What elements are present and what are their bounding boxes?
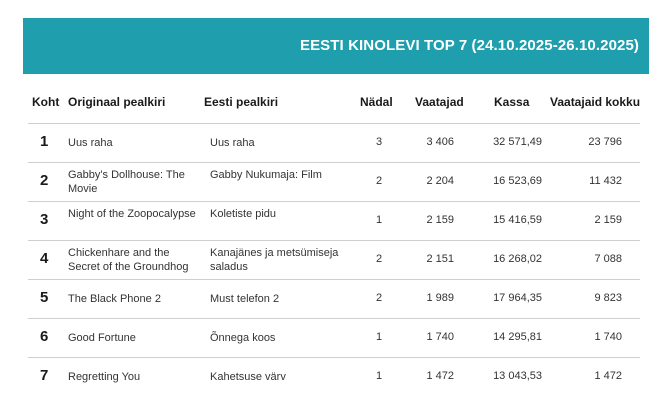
table-row: 7 Regretting You Kahetsuse värv 1 1 472 13 04…	[28, 357, 640, 396]
total-viewers-cell: 2 159	[594, 214, 622, 226]
header-original-title: Originaal pealkiri	[68, 95, 166, 109]
gross-cell: 14 295,81	[493, 331, 542, 343]
total-viewers-cell: 1 740	[594, 331, 622, 343]
viewers-cell: 1 740	[426, 331, 454, 343]
gross-cell: 17 964,35	[493, 292, 542, 304]
table-row: 5 The Black Phone 2 Must telefon 2 2 1 989 17…	[28, 279, 640, 318]
viewers-cell: 1 989	[426, 292, 454, 304]
rank-cell: 3	[40, 211, 49, 228]
original-title-cell: Chickenhare and the Secret of the Ground…	[68, 247, 189, 273]
original-title-cell: Good Fortune	[68, 332, 136, 344]
viewers-cell: 2 204	[426, 175, 454, 187]
header-total-viewers: Vaatajaid kokku	[550, 95, 641, 109]
rank-cell: 2	[40, 172, 49, 189]
table-row: 3 Night of the Zoopocalypse Koletiste pidu…	[28, 201, 640, 240]
weeks-cell: 2	[375, 175, 383, 187]
original-title-cell: Gabby's Dollhouse: The Movie	[68, 169, 185, 195]
weeks-cell: 2	[375, 253, 383, 265]
estonian-title-cell: Õnnega koos	[210, 332, 276, 344]
header-weeks: Nädal	[360, 95, 393, 109]
rank-cell: 6	[40, 328, 49, 345]
rank-cell: 1	[40, 133, 49, 150]
gross-cell: 13 043,53	[493, 370, 542, 382]
estonian-title-cell: Kanajänes ja metsümiseja saladus	[210, 247, 339, 273]
header-gross: Kassa	[494, 95, 530, 109]
gross-cell: 16 268,02	[493, 253, 542, 265]
weeks-cell: 1	[375, 331, 383, 343]
header-viewers: Vaatajad	[415, 95, 464, 109]
table-row: 1 Uus raha Uus raha 3 3 406 32 571,49 23 796	[28, 123, 640, 162]
header-rank: Koht	[32, 95, 60, 109]
gross-cell: 32 571,49	[493, 136, 542, 148]
weeks-cell: 1	[375, 370, 383, 382]
weeks-cell: 2	[375, 292, 383, 304]
box-office-table: Koht Originaal pealkiri Eesti pealkiri N…	[28, 89, 640, 396]
estonian-title-cell: Must telefon 2	[210, 293, 280, 305]
table-row: 2 Gabby's Dollhouse: The Movie Gabby Nukum…	[28, 162, 640, 201]
table-header: Koht Originaal pealkiri Eesti pealkiri N…	[28, 89, 640, 123]
table-body: 1 Uus raha Uus raha 3 3 406 32 571,49 23 796 2 G…	[28, 123, 640, 396]
viewers-cell: 2 159	[426, 214, 454, 226]
rank-cell: 7	[40, 367, 49, 384]
rank-cell: 5	[40, 289, 49, 306]
header-estonian-title: Eesti pealkiri	[204, 95, 279, 109]
total-viewers-cell: 11 432	[589, 175, 622, 187]
weeks-cell: 3	[375, 136, 383, 148]
page-title: EESTI KINOLEVI TOP 7 (24.10.2025-26.10.2…	[299, 37, 639, 54]
total-viewers-cell: 1 472	[594, 370, 622, 382]
weeks-cell: 1	[375, 214, 383, 226]
viewers-cell: 3 406	[426, 136, 454, 148]
total-viewers-cell: 7 088	[594, 253, 622, 265]
title-banner: EESTI KINOLEVI TOP 7 (24.10.2025-26.10.2…	[23, 18, 649, 74]
gross-cell: 15 416,59	[493, 214, 542, 226]
original-title-cell: Night of the Zoopocalypse	[68, 208, 196, 220]
original-title-cell: Uus raha	[68, 137, 113, 149]
estonian-title-cell: Koletiste pidu	[210, 208, 277, 220]
viewers-cell: 1 472	[426, 370, 454, 382]
total-viewers-cell: 9 823	[594, 292, 622, 304]
estonian-title-cell: Kahetsuse värv	[210, 371, 286, 383]
viewers-cell: 2 151	[426, 253, 454, 265]
original-title-cell: The Black Phone 2	[68, 293, 161, 305]
estonian-title-cell: Gabby Nukumaja: Film	[210, 169, 322, 181]
rank-cell: 4	[40, 250, 49, 267]
gross-cell: 16 523,69	[493, 175, 542, 187]
total-viewers-cell: 23 796	[588, 136, 622, 148]
table-row: 4 Chickenhare and the Secret of the Groun…	[28, 240, 640, 279]
original-title-cell: Regretting You	[68, 371, 141, 383]
table-row: 6 Good Fortune Õnnega koos 1 1 740 14 295,81 1…	[28, 318, 640, 357]
estonian-title-cell: Uus raha	[210, 137, 255, 149]
